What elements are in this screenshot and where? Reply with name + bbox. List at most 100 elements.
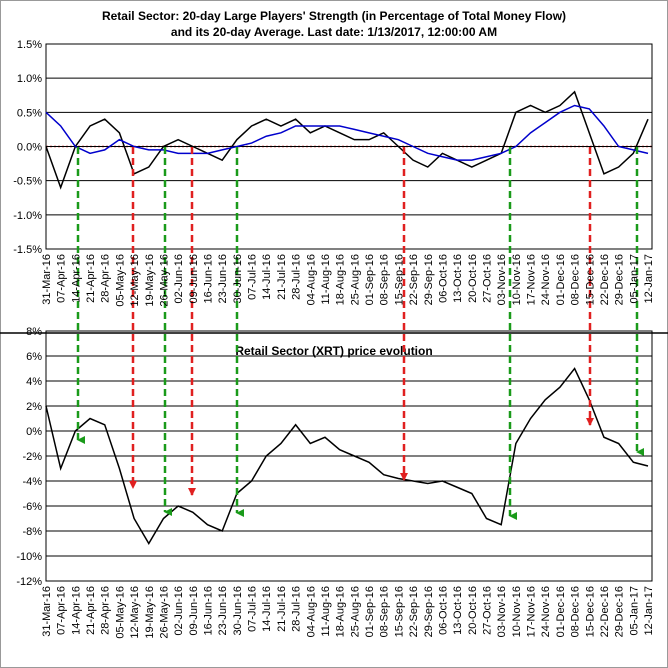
- x-tick-label: 23-Jun-16: [217, 254, 229, 304]
- x-tick-label: 04-Aug-16: [305, 586, 317, 637]
- x-tick-label: 20-Oct-16: [467, 254, 479, 303]
- x-tick-label: 10-Nov-16: [511, 254, 523, 305]
- x-tick-label: 27-Oct-16: [481, 586, 493, 635]
- x-tick-label: 12-May-16: [129, 254, 141, 307]
- plot-area: [45, 330, 653, 582]
- y-tick-label: -2%: [22, 451, 42, 463]
- x-tick-label: 29-Sep-16: [423, 586, 435, 637]
- y-tick-label: -12%: [16, 576, 42, 588]
- y-tick-label: -10%: [16, 551, 42, 563]
- x-tick-label: 03-Nov-16: [496, 254, 508, 305]
- x-tick-label: 08-Sep-16: [379, 586, 391, 637]
- y-tick-label: -4%: [22, 476, 42, 488]
- data-line: [45, 90, 649, 190]
- x-tick-label: 07-Jul-16: [247, 254, 259, 300]
- x-tick-label: 01-Dec-16: [555, 254, 567, 305]
- x-tick-label: 23-Jun-16: [217, 586, 229, 636]
- x-tick-label: 24-Nov-16: [540, 254, 552, 305]
- x-tick-label: 11-Aug-16: [320, 254, 332, 305]
- x-tick-label: 17-Nov-16: [526, 586, 538, 637]
- y-tick-label: 0.0%: [17, 142, 42, 154]
- y-tick-label: -0.5%: [13, 176, 42, 188]
- x-tick-label: 12-May-16: [129, 586, 141, 639]
- x-tick-label: 19-May-16: [144, 254, 156, 307]
- y-tick-label: 0%: [26, 426, 42, 438]
- x-tick-label: 12-Jan-17: [643, 586, 655, 636]
- x-tick-label: 25-Aug-16: [349, 586, 361, 637]
- x-tick-label: 22-Dec-16: [599, 586, 611, 637]
- x-tick-label: 13-Oct-16: [452, 586, 464, 635]
- x-tick-label: 27-Oct-16: [481, 254, 493, 303]
- y-tick-label: 1.0%: [17, 73, 42, 85]
- x-tick-label: 03-Nov-16: [496, 586, 508, 637]
- x-tick-label: 14-Jul-16: [261, 254, 273, 300]
- x-tick-label: 06-Oct-16: [437, 586, 449, 635]
- x-tick-label: 31-Mar-16: [41, 586, 53, 637]
- x-tick-label: 18-Aug-16: [335, 586, 347, 637]
- x-tick-label: 15-Dec-16: [584, 586, 596, 637]
- y-tick-label: -1.0%: [13, 210, 42, 222]
- x-tick-label: 15-Dec-16: [584, 254, 596, 305]
- x-tick-label: 29-Sep-16: [423, 254, 435, 305]
- x-tick-label: 01-Sep-16: [364, 586, 376, 637]
- x-tick-label: 08-Dec-16: [570, 254, 582, 305]
- x-tick-label: 07-Apr-16: [56, 586, 68, 635]
- x-tick-label: 28-Jul-16: [291, 254, 303, 300]
- x-tick-label: 16-Jun-16: [203, 586, 215, 636]
- x-tick-label: 09-Jun-16: [188, 254, 200, 304]
- x-tick-label: 30-Jun-16: [232, 254, 244, 304]
- x-tick-label: 14-Jul-16: [261, 586, 273, 632]
- x-tick-label: 22-Sep-16: [408, 586, 420, 637]
- x-tick-label: 31-Mar-16: [41, 254, 53, 305]
- x-tick-label: 29-Dec-16: [614, 586, 626, 637]
- x-tick-label: 12-Jan-17: [643, 254, 655, 304]
- x-tick-label: 19-May-16: [144, 586, 156, 639]
- x-tick-label: 15-Sep-16: [393, 254, 405, 305]
- x-tick-label: 16-Jun-16: [203, 254, 215, 304]
- x-tick-label: 05-May-16: [114, 254, 126, 307]
- x-tick-label: 04-Aug-16: [305, 254, 317, 305]
- data-line: [45, 104, 649, 161]
- x-tick-label: 11-Aug-16: [320, 586, 332, 637]
- x-tick-label: 17-Nov-16: [526, 254, 538, 305]
- y-tick-label: 0.5%: [17, 107, 42, 119]
- x-tick-label: 02-Jun-16: [173, 586, 185, 636]
- data-line: [45, 367, 649, 545]
- chart-subtitle: and its 20-day Average. Last date: 1/13/…: [171, 25, 497, 39]
- x-tick-label: 29-Dec-16: [614, 254, 626, 305]
- x-tick-label: 20-Oct-16: [467, 586, 479, 635]
- x-tick-label: 07-Jul-16: [247, 586, 259, 632]
- x-tick-label: 09-Jun-16: [188, 586, 200, 636]
- x-tick-label: 01-Dec-16: [555, 586, 567, 637]
- x-tick-label: 05-Jan-17: [628, 586, 640, 636]
- x-tick-label: 14-Apr-16: [70, 254, 82, 303]
- x-tick-label: 21-Jul-16: [276, 586, 288, 632]
- x-tick-label: 26-May-16: [158, 586, 170, 639]
- x-tick-label: 22-Dec-16: [599, 254, 611, 305]
- x-tick-label: 13-Oct-16: [452, 254, 464, 303]
- y-tick-label: 1.5%: [17, 39, 42, 51]
- x-tick-label: 05-May-16: [114, 586, 126, 639]
- x-tick-label: 10-Nov-16: [511, 586, 523, 637]
- x-tick-label: 28-Jul-16: [291, 586, 303, 632]
- y-tick-label: -6%: [22, 501, 42, 513]
- x-tick-label: 30-Jun-16: [232, 586, 244, 636]
- chart-title: Retail Sector: 20-day Large Players' Str…: [102, 9, 566, 23]
- y-tick-label: 4%: [26, 376, 42, 388]
- x-tick-label: 08-Sep-16: [379, 254, 391, 305]
- x-tick-label: 02-Jun-16: [173, 254, 185, 304]
- x-tick-label: 25-Aug-16: [349, 254, 361, 305]
- x-tick-label: 15-Sep-16: [393, 586, 405, 637]
- x-tick-label: 14-Apr-16: [70, 586, 82, 635]
- chart-title: Retail Sector (XRT) price evolution: [235, 344, 432, 358]
- x-tick-label: 01-Sep-16: [364, 254, 376, 305]
- x-tick-label: 18-Aug-16: [335, 254, 347, 305]
- x-tick-label: 28-Apr-16: [100, 254, 112, 303]
- y-tick-label: 6%: [26, 351, 42, 363]
- x-tick-label: 06-Oct-16: [437, 254, 449, 303]
- x-tick-label: 26-May-16: [158, 254, 170, 307]
- x-tick-label: 24-Nov-16: [540, 586, 552, 637]
- x-tick-label: 07-Apr-16: [56, 254, 68, 303]
